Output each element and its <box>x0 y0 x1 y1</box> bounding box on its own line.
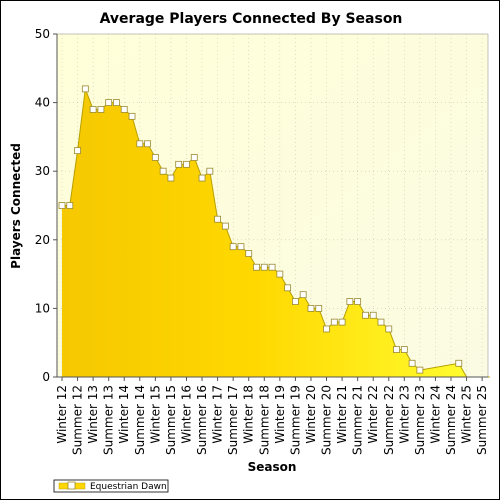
x-axis-title: Season <box>248 460 297 474</box>
data-point <box>400 346 408 353</box>
data-point <box>136 140 144 148</box>
data-point <box>354 298 362 305</box>
legend: Equestrian Dawn <box>53 479 169 493</box>
data-point <box>291 298 299 305</box>
y-tick-label: 50 <box>35 27 50 41</box>
data-point <box>307 304 315 312</box>
data-point <box>97 106 105 113</box>
x-tick-label: Winter 16 <box>179 385 193 444</box>
x-tick-label: Summer 16 <box>195 385 209 455</box>
data-point <box>159 167 167 175</box>
data-point <box>89 106 97 113</box>
data-point <box>416 366 424 374</box>
x-tick-label: Summer 12 <box>71 385 85 455</box>
x-tick-label: Summer 20 <box>320 385 334 455</box>
x-tick-label: Summer 15 <box>164 385 178 455</box>
legend-label: Equestrian Dawn <box>90 482 167 492</box>
x-tick-label: Summer 23 <box>413 385 427 455</box>
data-point <box>299 291 307 299</box>
series-line <box>62 88 490 378</box>
data-point <box>206 167 214 175</box>
x-tick-label: Summer 24 <box>444 385 458 455</box>
chart-title: Average Players Connected By Season <box>100 11 403 27</box>
data-point <box>128 112 136 120</box>
series-area-group <box>62 88 490 378</box>
data-point <box>74 147 81 155</box>
data-point <box>369 311 377 319</box>
data-point <box>268 263 276 271</box>
data-point <box>330 318 338 326</box>
data-point <box>221 222 229 230</box>
x-tick-label: Summer 21 <box>351 385 365 455</box>
x-tick-label: Winter 18 <box>242 385 256 444</box>
y-tick-label: 10 <box>35 301 50 315</box>
x-tick-label: Summer 25 <box>475 385 489 455</box>
data-point <box>408 359 416 367</box>
data-point <box>120 106 128 113</box>
y-tick-label: 20 <box>35 233 50 247</box>
data-point <box>377 318 385 326</box>
x-tick-label: Summer 13 <box>102 385 116 455</box>
data-point <box>175 160 183 168</box>
data-point <box>237 243 245 251</box>
data-point <box>253 263 260 271</box>
data-point <box>260 263 268 271</box>
x-tick-label: Summer 17 <box>226 385 240 455</box>
x-tick-label: Winter 14 <box>117 385 131 444</box>
x-tick-label: Winter 17 <box>211 385 225 444</box>
x-tick-label: Winter 20 <box>304 385 318 444</box>
data-point <box>245 250 253 257</box>
data-point <box>214 215 222 223</box>
data-point <box>66 202 74 209</box>
data-point <box>105 99 113 106</box>
data-point <box>113 99 120 106</box>
data-point <box>198 174 206 182</box>
x-tick-label: Winter 15 <box>148 385 162 444</box>
data-point <box>315 304 323 312</box>
data-point <box>323 325 330 333</box>
y-tick-label: 0 <box>42 370 50 384</box>
data-point <box>346 298 354 305</box>
data-point <box>167 174 175 182</box>
data-point <box>58 202 66 209</box>
x-tick-label: Summer 18 <box>257 385 271 455</box>
x-tick-label: Summer 14 <box>133 385 147 455</box>
data-point <box>393 346 400 353</box>
x-tick-label: Winter 22 <box>366 385 380 444</box>
x-tick-label: Winter 13 <box>86 385 100 444</box>
x-tick-label: Winter 19 <box>273 385 287 444</box>
legend-marker <box>67 481 76 490</box>
y-axis-title: Players Connected <box>9 143 23 269</box>
y-tick-label: 30 <box>35 164 50 178</box>
x-tick-label: Winter 21 <box>335 385 349 444</box>
x-tick-label: Summer 19 <box>288 385 302 455</box>
data-point <box>183 160 190 168</box>
y-axis: 0 10 20 30 40 50 <box>35 27 58 384</box>
data-point <box>385 325 393 333</box>
x-tick-label: Summer 22 <box>382 385 396 455</box>
x-axis: Winter 12 Summer 12 Winter 13 Summer 13 Wint… <box>55 376 489 455</box>
data-point <box>144 140 151 148</box>
data-point <box>455 359 463 367</box>
y-tick-label: 40 <box>35 96 50 110</box>
data-point <box>276 270 284 278</box>
data-point <box>229 243 237 251</box>
x-tick-label: Winter 24 <box>428 385 442 444</box>
x-tick-label: Winter 25 <box>460 385 474 444</box>
data-point <box>338 318 346 326</box>
series-area <box>62 88 490 377</box>
data-point <box>151 154 159 161</box>
data-points <box>58 85 463 374</box>
data-point <box>362 311 369 319</box>
data-point <box>190 154 198 161</box>
x-tick-label: Winter 12 <box>55 385 69 444</box>
x-tick-label: Winter 23 <box>397 385 411 444</box>
data-point <box>81 85 89 93</box>
data-point <box>284 284 292 292</box>
